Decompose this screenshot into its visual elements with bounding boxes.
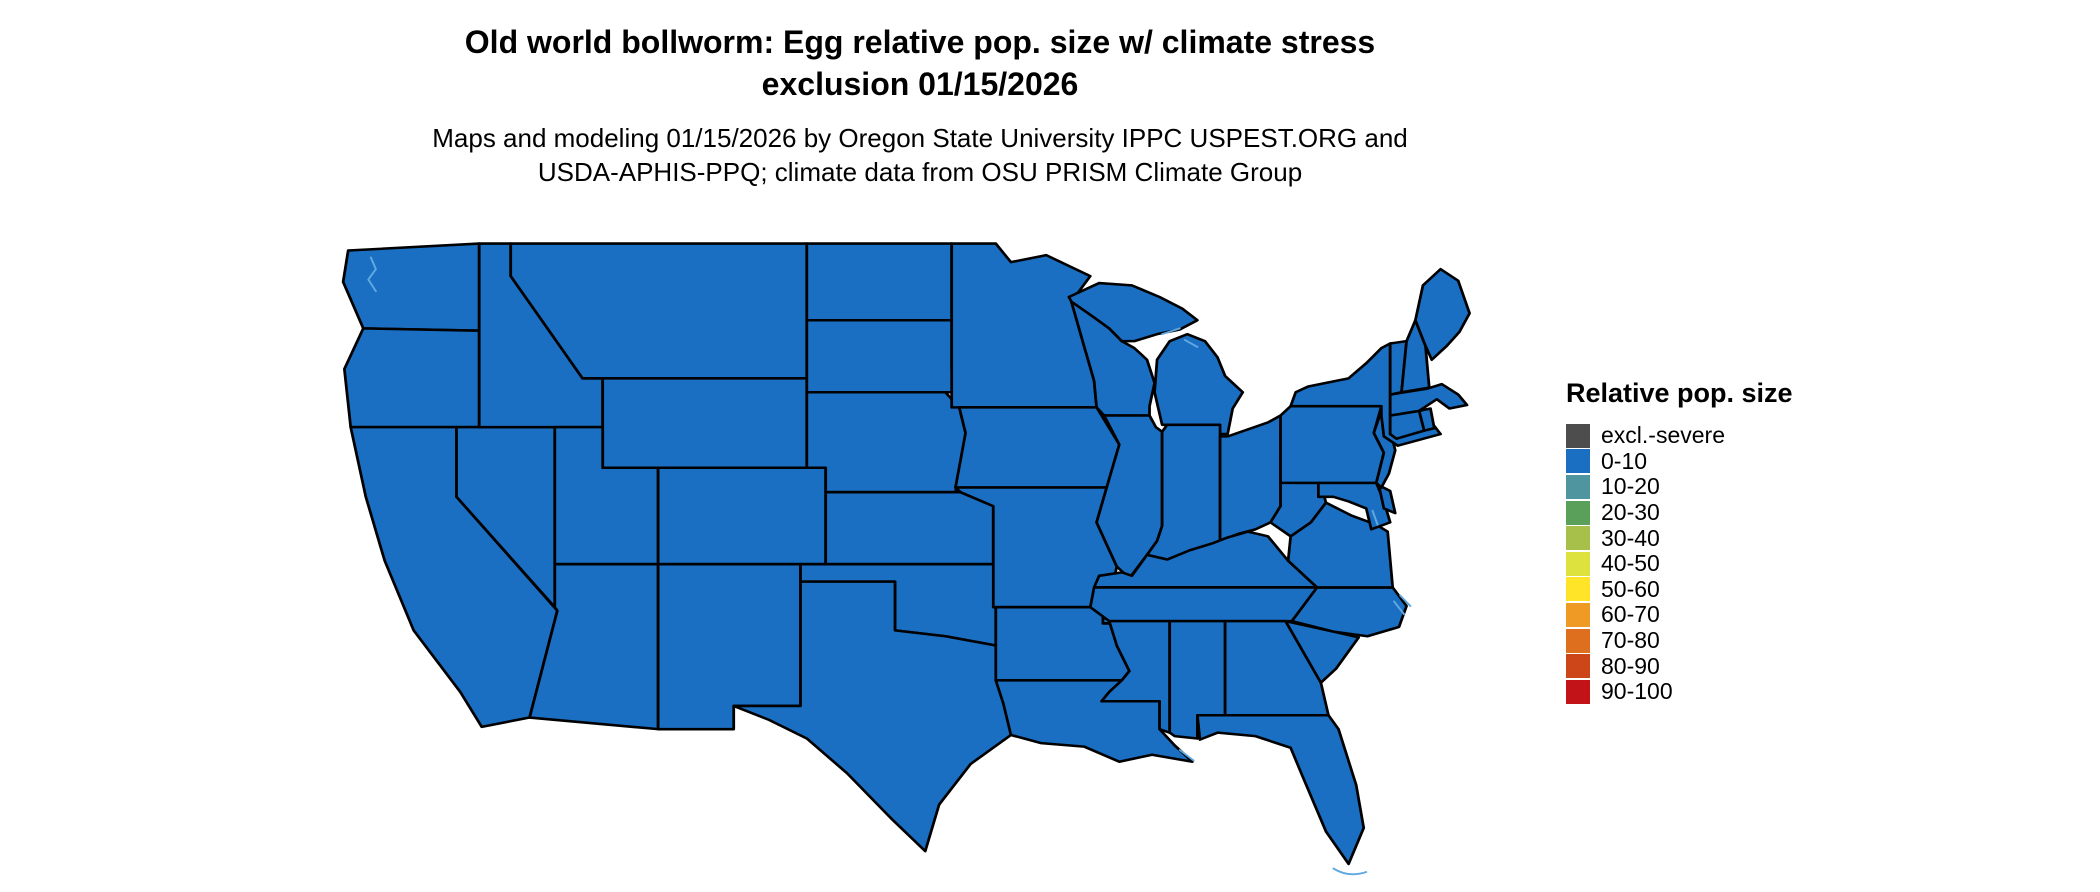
legend-swatch [1566, 679, 1590, 704]
legend-swatch [1566, 500, 1590, 525]
state-co [656, 466, 828, 566]
legend-item: 60-70 [1566, 602, 1793, 628]
legend-swatch [1566, 602, 1590, 627]
legend-item-label: excl.-severe [1601, 422, 1725, 449]
state-or [342, 327, 481, 429]
state-mn [950, 242, 1098, 409]
florida-keys-water [1332, 867, 1368, 876]
legend-item: 0-10 [1566, 449, 1793, 475]
state-nm [656, 562, 802, 731]
great-lakes-shore-water [1161, 327, 1199, 348]
legend-item-label: 0-10 [1601, 447, 1648, 474]
legend-title: Relative pop. size [1566, 378, 1793, 408]
legend-item: 90-100 [1566, 679, 1793, 705]
legend-swatch [1566, 526, 1590, 551]
state-nd [805, 242, 954, 322]
legend: Relative pop. size excl.-severe 0-10 10-20… [1566, 378, 1793, 705]
state-shapes [341, 242, 1471, 866]
legend-swatch [1566, 423, 1590, 448]
state-wa [341, 242, 481, 332]
map-title: Old world bollworm: Egg relative pop. si… [0, 22, 1840, 105]
legend-item-label: 10-20 [1601, 473, 1660, 500]
mississippi-delta-water [1178, 749, 1195, 762]
legend-item: 50-60 [1566, 577, 1793, 603]
map-attribution: Maps and modeling 01/15/2026 by Oregon S… [0, 122, 1840, 190]
state-tn [1088, 586, 1319, 623]
legend-item-label: 50-60 [1601, 575, 1660, 602]
legend-items: excl.-severe 0-10 10-20 20-30 30-40 40-50 50-6… [1566, 423, 1793, 705]
legend-item: 30-40 [1566, 525, 1793, 551]
state-tx [732, 580, 1013, 853]
state-me [1413, 267, 1471, 362]
state-mi [1153, 332, 1245, 436]
legend-item-label: 80-90 [1601, 652, 1660, 679]
legend-item: 40-50 [1566, 551, 1793, 577]
pamlico-sound-water [1392, 594, 1412, 616]
legend-item-label: 40-50 [1601, 550, 1660, 577]
legend-swatch [1566, 628, 1590, 653]
map-title-line2: exclusion 01/15/2026 [761, 65, 1079, 102]
map-title-line1: Old world bollworm: Egg relative pop. si… [464, 24, 1376, 60]
state-sd [805, 318, 962, 394]
state-ia [954, 406, 1121, 489]
state-ks [824, 490, 995, 566]
us-map-container [265, 218, 1525, 886]
state-nc [1290, 586, 1408, 638]
legend-item: 10-20 [1566, 474, 1793, 500]
state-ga [1223, 619, 1330, 717]
legend-item-label: 20-30 [1601, 499, 1660, 526]
state-ne [805, 390, 967, 494]
water-details [367, 256, 1412, 876]
legend-item: 70-80 [1566, 628, 1793, 654]
legend-item-label: 90-100 [1601, 678, 1673, 705]
state-ri [1417, 407, 1436, 432]
legend-item: 80-90 [1566, 653, 1793, 679]
map-attribution-line1: Maps and modeling 01/15/2026 by Oregon S… [432, 123, 1408, 153]
us-map [341, 242, 1471, 876]
state-ky [1092, 530, 1319, 589]
chesapeake-bay-water [1371, 509, 1379, 526]
state-pa [1279, 404, 1386, 485]
legend-item: excl.-severe [1566, 423, 1793, 449]
legend-item-label: 70-80 [1601, 627, 1660, 654]
puget-sound-water [367, 256, 378, 293]
legend-item-label: 30-40 [1601, 524, 1660, 551]
legend-swatch [1566, 577, 1590, 602]
state-de [1377, 483, 1397, 515]
map-attribution-line2: USDA-APHIS-PPQ; climate data from OSU PR… [537, 156, 1303, 187]
legend-swatch [1566, 551, 1590, 576]
state-fl [1196, 713, 1366, 866]
legend-swatch [1566, 654, 1590, 679]
legend-swatch [1566, 449, 1590, 474]
legend-item-label: 60-70 [1601, 601, 1660, 628]
legend-swatch [1566, 474, 1590, 499]
state-wy [601, 377, 809, 470]
legend-item: 20-30 [1566, 500, 1793, 526]
